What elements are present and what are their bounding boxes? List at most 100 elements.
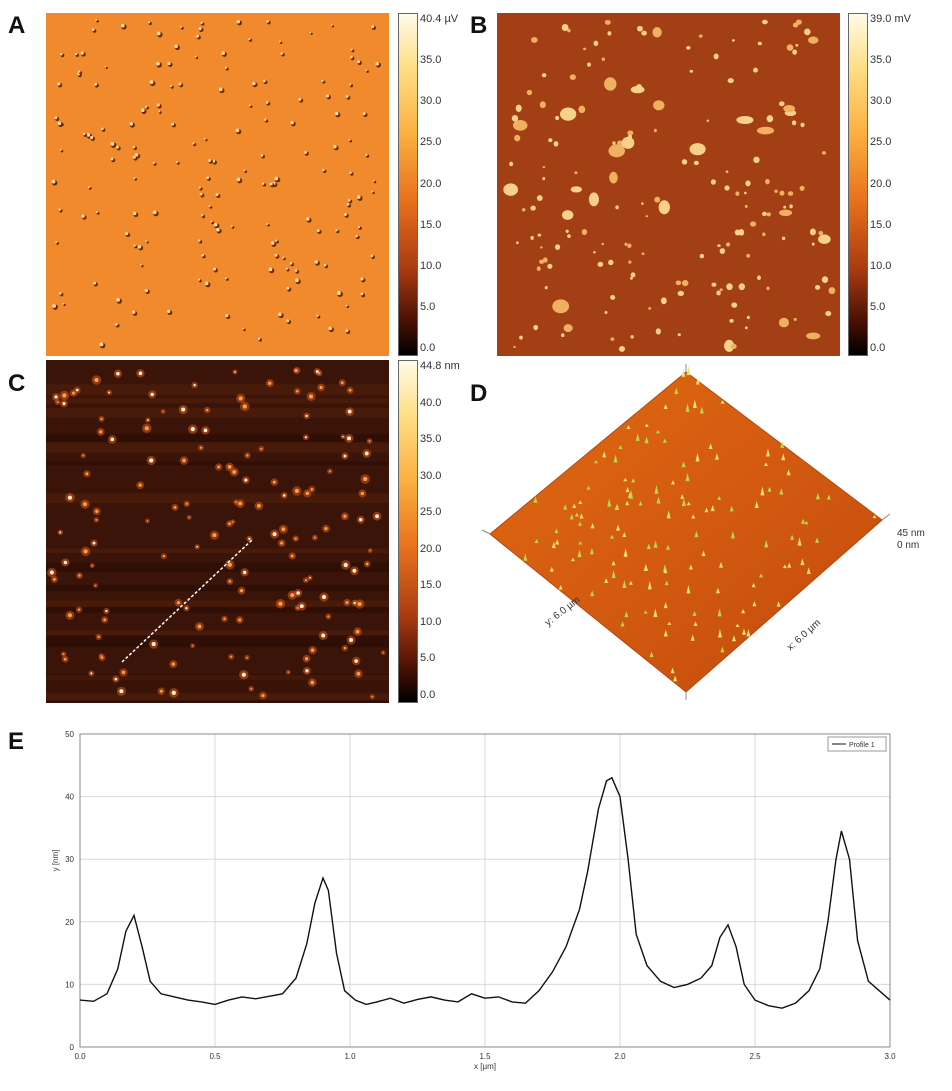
surface-peak	[589, 547, 594, 555]
surface-peak	[826, 494, 831, 500]
surface-feature-highlight	[298, 97, 302, 101]
surface-feature	[227, 465, 232, 469]
surface-feature	[818, 234, 831, 244]
surface-feature-highlight	[278, 312, 282, 317]
surface-feature	[621, 136, 635, 149]
surface-peak	[655, 429, 660, 434]
surface-feature	[199, 446, 203, 449]
surface-feature	[756, 275, 761, 281]
surface-feature-highlight	[278, 40, 281, 43]
surface-feature	[100, 656, 104, 659]
surface-peak	[667, 621, 672, 625]
surface-feature-highlight	[280, 52, 284, 55]
surface-peak	[622, 579, 627, 589]
surface-feature	[173, 505, 177, 509]
surface-feature-highlight	[59, 148, 62, 151]
surface-feature-highlight	[321, 79, 324, 82]
surface-feature-highlight	[345, 329, 349, 333]
surface-peak	[735, 623, 740, 627]
surface-peak	[730, 530, 735, 539]
surface-feature-highlight	[330, 24, 333, 26]
surface-peak	[714, 453, 719, 460]
surface-feature	[766, 286, 770, 291]
surface-peak	[741, 628, 746, 635]
surface-feature	[539, 246, 543, 249]
surface-feature	[268, 381, 272, 385]
surface-feature-highlight	[266, 223, 269, 225]
surface-peak	[643, 563, 648, 572]
surface-feature	[806, 332, 821, 340]
surface-peak	[686, 366, 691, 376]
surface-feature	[114, 677, 118, 681]
surface-peak	[681, 498, 686, 507]
surface-feature-highlight	[221, 51, 225, 55]
surface-peak	[704, 507, 709, 513]
surface-feature	[548, 138, 553, 143]
surface-peak	[674, 387, 679, 395]
surface-feature	[315, 370, 319, 373]
surface-feature-highlight	[129, 122, 133, 126]
scan-band	[46, 700, 389, 703]
surface-peak	[694, 530, 699, 538]
surface-feature	[212, 533, 217, 538]
surface-feature-highlight	[370, 254, 374, 258]
legend-box	[827, 736, 887, 752]
surface-feature	[182, 458, 186, 463]
surface-feature	[660, 297, 667, 305]
surface-feature	[382, 651, 384, 654]
surface-feature	[319, 385, 323, 390]
surface-feature	[511, 115, 519, 122]
surface-feature	[783, 205, 787, 209]
surface-feature	[574, 171, 578, 175]
surface-peak	[781, 453, 786, 461]
surface-feature-highlight	[170, 85, 173, 88]
surface-peak	[673, 675, 678, 682]
surface-feature	[364, 451, 369, 456]
surface-feature	[563, 324, 573, 333]
surface-feature-highlight	[116, 298, 120, 302]
surface-feature	[82, 454, 85, 457]
surface-feature	[699, 253, 705, 259]
surface-feature-highlight	[101, 127, 104, 131]
surface-peak	[680, 494, 685, 499]
series-line-profile-1	[79, 776, 891, 1009]
surface-feature	[716, 290, 721, 296]
surface-feature-highlight	[323, 263, 327, 267]
surface-feature	[746, 253, 751, 258]
surface-feature	[347, 436, 352, 441]
surface-feature-highlight	[357, 225, 361, 229]
surface-feature	[804, 28, 811, 36]
surface-feature	[59, 531, 62, 534]
surface-feature	[793, 317, 797, 321]
surface-peak	[625, 486, 630, 493]
surface-feature-highlight	[134, 153, 139, 157]
colorbar-tick-label: 0.0	[420, 342, 436, 354]
surface-feature-highlight	[149, 80, 154, 85]
surface-peak	[623, 477, 628, 482]
surface-feature	[610, 294, 616, 300]
surface-feature	[630, 272, 636, 278]
surface-feature-highlight	[156, 61, 160, 66]
surface-peak	[570, 557, 575, 562]
surface-feature	[54, 395, 58, 399]
surface-feature-highlight	[371, 25, 375, 29]
surface-feature	[808, 36, 819, 44]
surface-feature	[368, 440, 371, 443]
surface-feature	[110, 437, 115, 442]
surface-feature-highlight	[133, 244, 136, 247]
surface-feature	[310, 648, 315, 652]
surface-feature	[645, 215, 649, 218]
surface-feature-highlight	[243, 169, 246, 172]
surface-peak	[653, 608, 658, 618]
surface-feature	[618, 346, 626, 352]
surface-feature-highlight	[198, 27, 202, 31]
surface-feature-highlight	[167, 61, 171, 66]
afm-b-background	[497, 13, 840, 356]
surface-peak	[563, 504, 568, 510]
surface-feature-highlight	[350, 55, 353, 59]
surface-feature	[99, 430, 103, 434]
surface-peak	[695, 377, 700, 385]
surface-feature	[745, 180, 751, 187]
surface-feature	[724, 339, 735, 352]
surface-feature	[828, 287, 836, 295]
